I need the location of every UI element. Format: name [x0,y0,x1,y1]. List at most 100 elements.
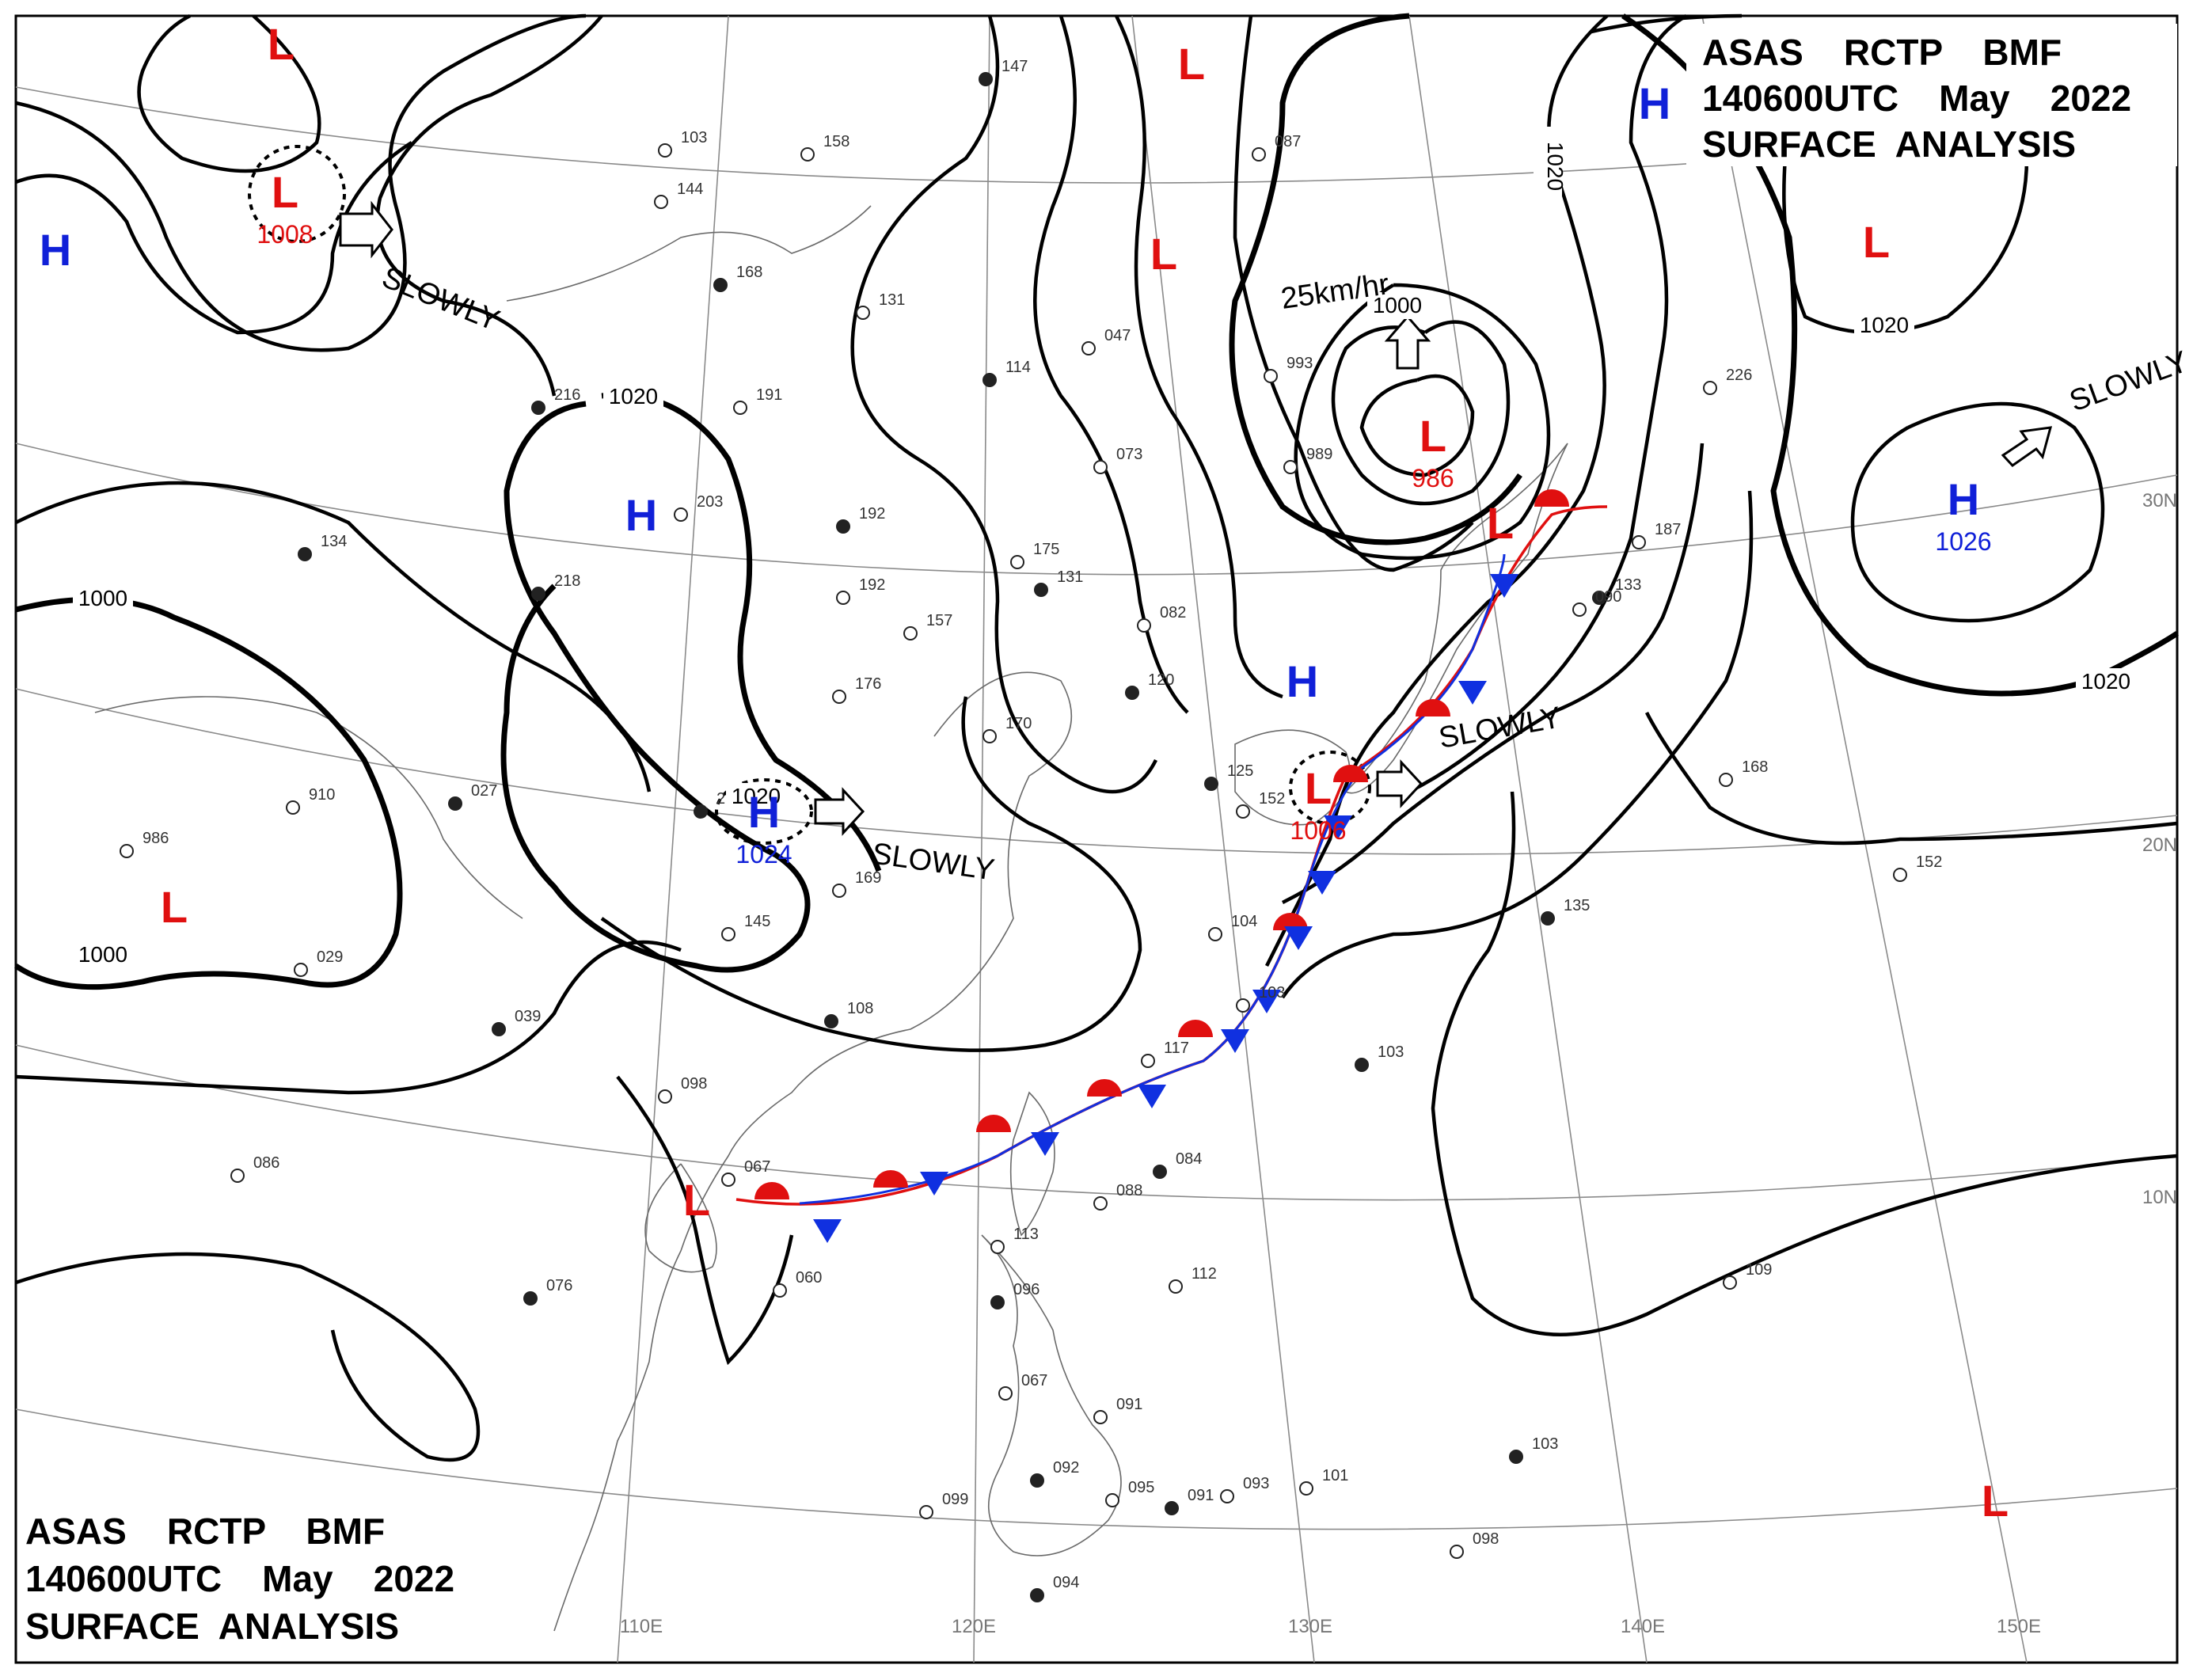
isobar [15,940,682,1095]
station-circle [982,373,997,387]
station-pressure: 989 [1306,446,1332,463]
station-pressure: 114 [1005,359,1031,376]
station-pressure: 067 [744,1158,770,1176]
station-plot: 113 [990,1226,1039,1254]
isobar-label-backing [726,783,786,810]
station-pressure: 112 [1192,1265,1217,1283]
station-pressure: 103 [681,129,707,146]
dashed-low-contour [248,145,346,243]
station-circle [836,519,850,534]
station-pressure: 101 [1322,1467,1348,1484]
isobar [1408,14,1688,794]
cold-front-marker [1252,990,1281,1013]
station-pressure: 082 [1160,604,1186,621]
station-pressure: 094 [1053,1574,1079,1591]
latitude-label: 20N [2142,834,2177,856]
station-plot: 094 [1030,1574,1079,1602]
station-pressure: 187 [1655,521,1681,538]
isobar-label-backing [1854,312,1914,339]
station-pressure: 099 [942,1491,968,1508]
station-plot: 098 [1450,1530,1499,1559]
station-plot: 175 [1010,541,1059,569]
station-plot: 993 [1264,355,1313,383]
station-circle [1264,369,1278,383]
low-symbol: L [1863,217,1890,267]
coastlines [94,205,1568,1632]
isobar [14,596,403,990]
isobar [375,14,603,397]
warm-front-marker [1534,489,1569,507]
station-circle [1093,1410,1108,1424]
station-circle [120,844,134,858]
high-pressure-center: H [1287,656,1318,706]
isobar [600,696,1142,1052]
station-circle [721,1173,735,1187]
station-plot: 986 [120,830,169,858]
isobar [1331,320,1511,506]
center-pressure-value: 1026 [1935,527,1991,556]
station-pressure: 218 [554,572,580,590]
station-pressure: 098 [1473,1530,1499,1548]
high-symbol: H [1639,78,1670,128]
title-line-2: 140600UTC May 2022 [25,1558,454,1599]
latitude-line [15,1408,2178,1530]
motion-arrow [339,200,393,259]
station-circle [1236,998,1250,1013]
station-circle [1450,1545,1464,1559]
isobar-label: 1020 [732,784,781,808]
station-plot: 131 [856,291,905,320]
station-circle [1252,147,1266,162]
high-symbol: H [1287,656,1318,706]
station-pressure: 039 [515,1008,541,1025]
station-plot: 073 [1093,446,1142,474]
station-circle [979,72,993,86]
isobar [1850,401,2105,623]
station-plot: 191 [733,386,782,415]
station-circle [654,195,668,209]
station-plot: 120 [1125,671,1174,700]
station-plot: 135 [1541,897,1590,926]
station-pressure: 169 [855,869,881,887]
station-plot: 157 [903,612,952,640]
hainan-coast [644,1163,717,1273]
motion-arrows [339,200,2053,836]
station-plot: 176 [832,675,881,704]
longitude-label: 110E [620,1616,663,1637]
high-pressure-center: H [1639,78,1670,128]
station-plot: 145 [721,913,770,941]
station-circle [1125,686,1139,700]
station-plot: 216 [531,386,580,415]
station-circle [658,143,672,158]
station-circle [658,1089,672,1104]
china-coast [553,671,1073,1632]
low-symbol: L [1178,39,1205,89]
station-plot: 168 [1719,758,1768,787]
station-circle [1081,341,1096,355]
isobar [137,13,321,173]
low-symbol: L [272,167,298,217]
station-plot: 101 [1299,1467,1348,1496]
station-pressure: 125 [1227,762,1253,780]
station-pressure: 191 [756,386,782,404]
station-pressure: 096 [1013,1281,1039,1298]
station-pressure: 067 [1021,1372,1047,1389]
station-circle [1632,535,1646,549]
station-plot: 103 [658,129,707,158]
title-line-3: SURFACE ANALYSIS [1702,124,2076,165]
station-circle [674,507,688,522]
low-pressure-center: L [268,19,295,69]
center-pressure-value: 1024 [735,840,792,869]
station-circle [298,547,312,561]
station-circle [800,147,815,162]
station-pressure: 117 [1164,1040,1189,1057]
center-pressure-value: 1006 [1290,816,1346,845]
station-plot: 147 [979,58,1028,86]
title-line-1: ASAS RCTP BMF [25,1511,385,1552]
low-pressure-center: L [683,1175,710,1225]
isobar [1233,15,1474,572]
isobar-label-backing [1534,127,1562,198]
high-pressure-center: H 1024 [735,787,792,869]
station-circle [1141,1054,1155,1068]
station-pressure: 093 [1243,1475,1269,1492]
station-plot: 125 [1204,762,1253,791]
